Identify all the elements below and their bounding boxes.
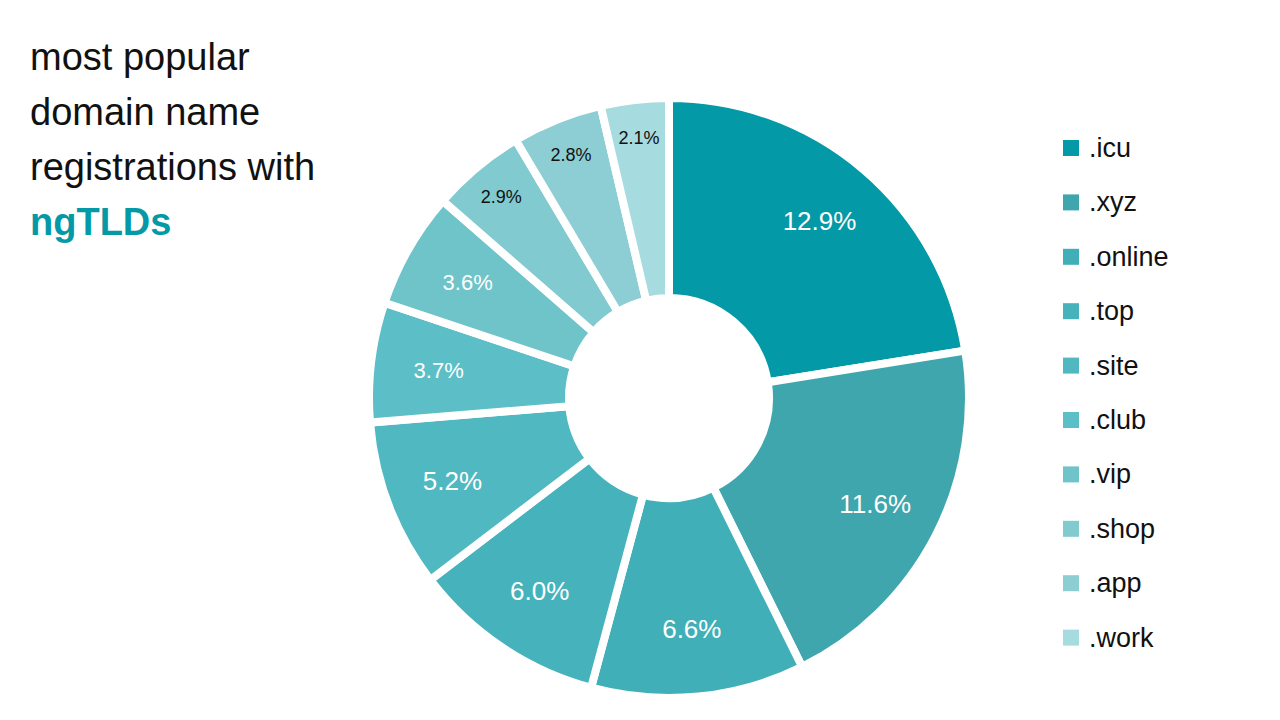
- legend-label: .icu: [1089, 133, 1131, 163]
- chart-canvas: 12.9% 11.6% 6.6% 6.0% 5.2% 3.7% 3.6% 2.9% 2.8% 2.…: [0, 0, 1280, 720]
- data-label: 11.6%: [839, 489, 911, 519]
- title-text: most popular domain name registrations w…: [30, 36, 315, 188]
- legend-label: .online: [1089, 242, 1169, 272]
- legend-label: .site: [1089, 351, 1139, 381]
- data-label: 6.0%: [510, 576, 569, 606]
- chart-title: most popular domain name registrations w…: [30, 30, 375, 250]
- legend-label: .work: [1089, 623, 1154, 653]
- data-label: 5.2%: [423, 466, 482, 496]
- legend-swatch: [1063, 575, 1079, 591]
- legend-label: .shop: [1089, 514, 1155, 544]
- legend-label: .top: [1089, 296, 1134, 326]
- legend-swatch: [1063, 194, 1079, 210]
- data-label: 6.6%: [662, 614, 721, 644]
- data-label: 3.6%: [443, 270, 493, 295]
- data-label: 2.9%: [481, 187, 522, 207]
- data-labels: 12.9% 11.6% 6.6% 6.0% 5.2% 3.7% 3.6% 2.9% 2.8% 2.…: [414, 128, 911, 644]
- legend-swatch: [1063, 140, 1079, 156]
- data-label: 3.7%: [414, 358, 464, 383]
- legend-label: .xyz: [1089, 187, 1137, 217]
- legend-label: .app: [1089, 568, 1142, 598]
- legend-swatch: [1063, 630, 1079, 646]
- legend-swatch: [1063, 303, 1079, 319]
- legend-swatch: [1063, 521, 1079, 537]
- legend-swatch: [1063, 412, 1079, 428]
- legend-label: .vip: [1089, 459, 1131, 489]
- data-label: 12.9%: [783, 206, 857, 236]
- legend-label: .club: [1089, 405, 1146, 435]
- legend-swatch: [1063, 466, 1079, 482]
- title-highlight: ngTLDs: [30, 195, 375, 250]
- slice: [370, 406, 589, 580]
- data-label: 2.8%: [551, 145, 592, 165]
- legend: .icu .xyz .online .top .site .club .vip .shop .a…: [1063, 133, 1169, 653]
- data-label: 2.1%: [618, 128, 659, 148]
- slices: [369, 98, 969, 698]
- slice: [669, 98, 965, 382]
- slice: [601, 98, 669, 301]
- legend-swatch: [1063, 358, 1079, 374]
- legend-swatch: [1063, 249, 1079, 265]
